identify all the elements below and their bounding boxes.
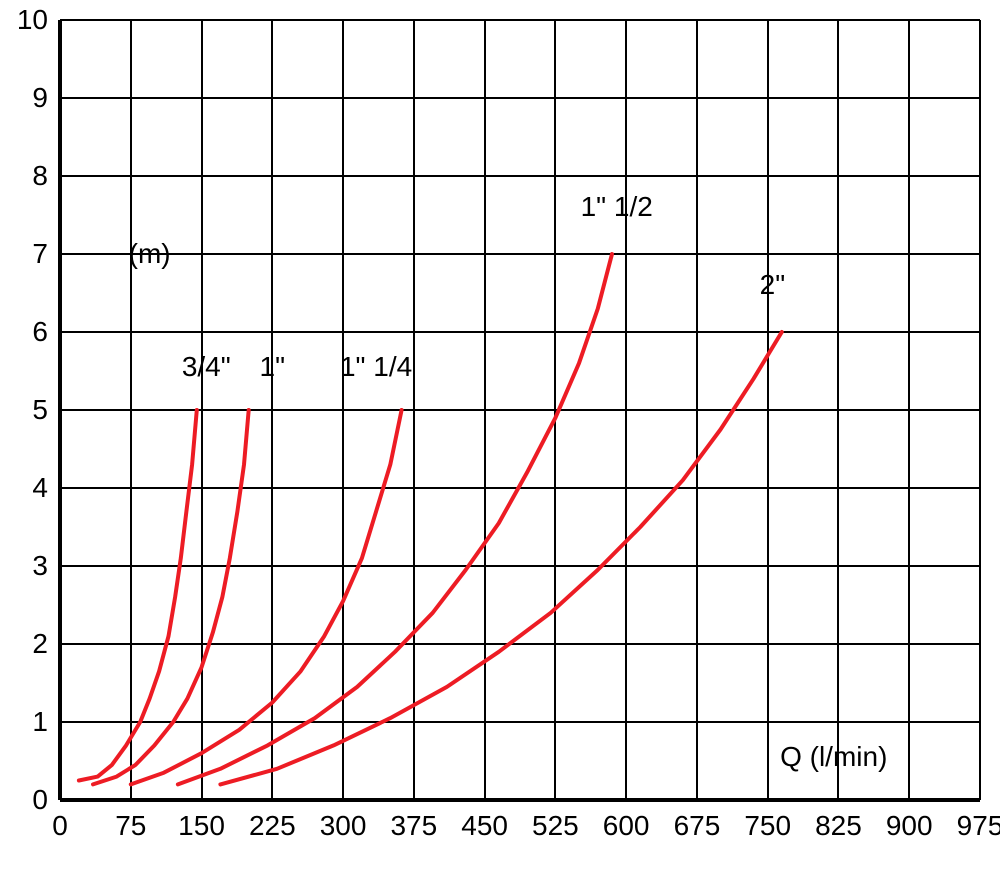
y-tick-label: 2 — [32, 628, 48, 660]
curve-1-1-2 — [178, 254, 612, 784]
plot-area: 0751502253003754505256006757508259009750… — [60, 20, 980, 800]
series-label: 1" — [260, 351, 286, 383]
flow-rate-chart: 0751502253003754505256006757508259009750… — [0, 0, 1000, 875]
x-tick-label: 825 — [815, 810, 862, 842]
x-tick-label: 375 — [390, 810, 437, 842]
y-tick-label: 7 — [32, 238, 48, 270]
x-tick-label: 0 — [52, 810, 68, 842]
curve-3-4- — [79, 410, 197, 781]
curve-2- — [220, 332, 781, 784]
x-tick-label: 75 — [115, 810, 146, 842]
y-tick-label: 9 — [32, 82, 48, 114]
x-tick-label: 975 — [957, 810, 1000, 842]
y-axis-title: (m) — [129, 238, 171, 270]
y-tick-label: 6 — [32, 316, 48, 348]
y-tick-label: 1 — [32, 706, 48, 738]
x-tick-label: 225 — [249, 810, 296, 842]
y-tick-label: 5 — [32, 394, 48, 426]
x-tick-label: 600 — [603, 810, 650, 842]
series-label: 3/4" — [182, 351, 231, 383]
series-label: 1" 1/2 — [581, 191, 653, 223]
x-tick-label: 675 — [674, 810, 721, 842]
x-tick-label: 150 — [178, 810, 225, 842]
y-tick-label: 0 — [32, 784, 48, 816]
x-tick-label: 450 — [461, 810, 508, 842]
y-tick-label: 4 — [32, 472, 48, 504]
y-tick-label: 8 — [32, 160, 48, 192]
y-tick-label: 10 — [17, 4, 48, 36]
x-tick-label: 750 — [744, 810, 791, 842]
x-tick-label: 900 — [886, 810, 933, 842]
curves-layer — [60, 20, 980, 800]
curve-1- — [93, 410, 249, 784]
y-tick-label: 3 — [32, 550, 48, 582]
series-label: 2" — [760, 269, 786, 301]
x-axis-title: Q (l/min) — [780, 741, 887, 773]
x-tick-label: 300 — [320, 810, 367, 842]
series-label: 1" 1/4 — [340, 351, 412, 383]
x-tick-label: 525 — [532, 810, 579, 842]
curve-1-1-4 — [131, 410, 402, 784]
